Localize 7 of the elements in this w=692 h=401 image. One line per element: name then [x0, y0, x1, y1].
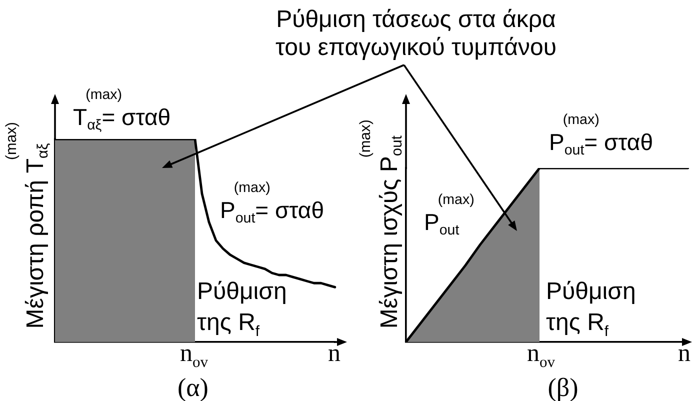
- text: Ρύθμιση τάσεως στα άκρα του επαγωγικού τυμπάνου: [274, 6, 558, 62]
- x-axis-title: n: [328, 340, 340, 367]
- annotation: Ρύθμιση της R$_{f}$: [546, 277, 637, 340]
- annotation: n$_{ov}$: [527, 340, 555, 371]
- annotation: n$_{ov}$: [180, 340, 208, 371]
- x-axis-title: n: [678, 340, 690, 367]
- annotation: Ρύθμιση της R$_{f}$: [197, 277, 288, 340]
